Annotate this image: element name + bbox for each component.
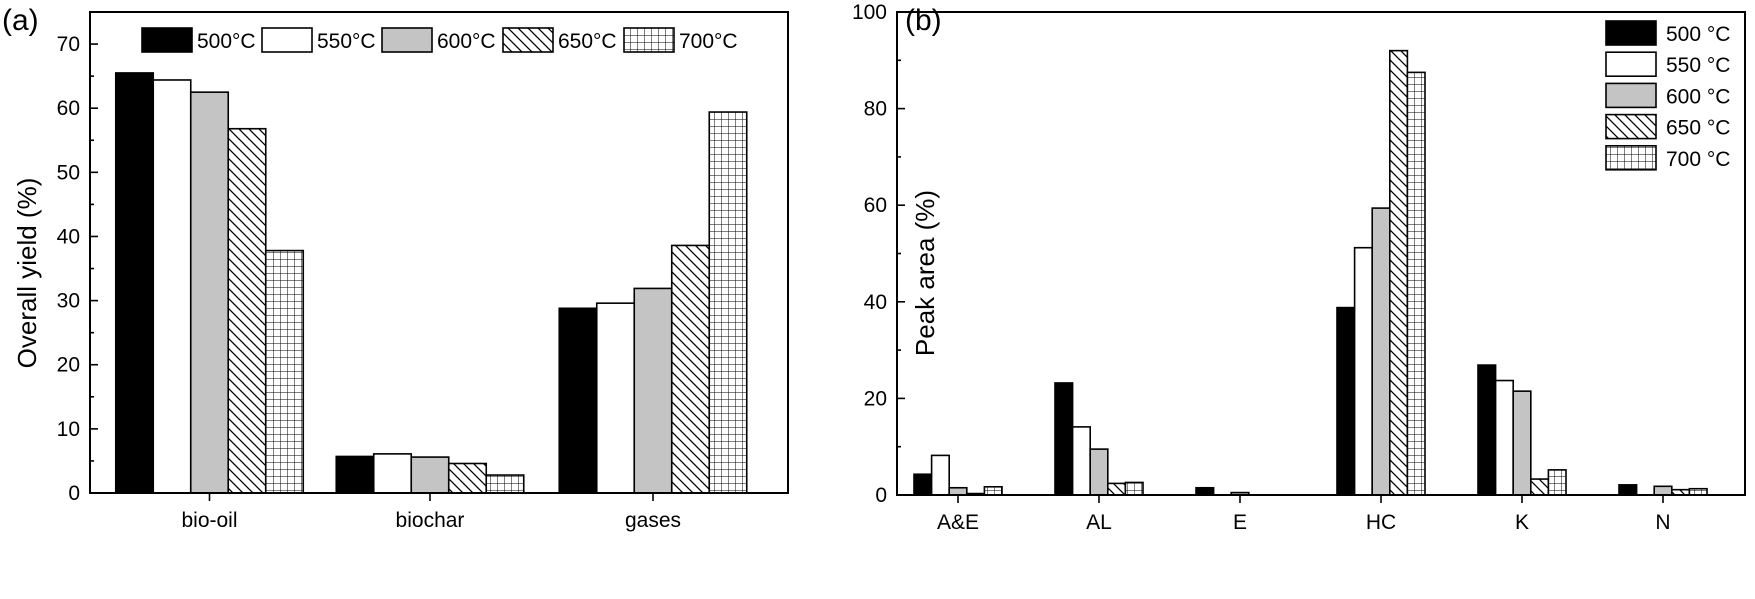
x-tick-label-e: E bbox=[1233, 511, 1247, 534]
panel-b-bars bbox=[913, 49, 1708, 496]
bar-b-hc-550-c bbox=[1353, 246, 1373, 496]
legend-swatch-700-c bbox=[623, 27, 675, 53]
bar-b-k-650-c bbox=[1530, 478, 1550, 496]
bar-b-hc-650-c bbox=[1389, 49, 1409, 496]
bar-a-bio-oil-700-c bbox=[264, 249, 305, 494]
bar-b-k-500-c bbox=[1477, 364, 1497, 496]
legend-swatch-550-c bbox=[1605, 51, 1657, 78]
x-tick-label-bio-oil: bio-oil bbox=[181, 509, 237, 532]
bar-b-al-700-c bbox=[1124, 481, 1144, 496]
bar-a-bio-oil-600-c bbox=[189, 91, 230, 494]
y-tick-label: 0 bbox=[68, 482, 80, 505]
panel-b-label: (b) bbox=[905, 4, 942, 37]
bar-a-biochar-550-c bbox=[372, 453, 413, 494]
panel-b-axes: 0 20 40 60 80 100 A&E AL E HC K N bbox=[852, 1, 1746, 534]
x-tick-label-gases: gases bbox=[625, 509, 681, 532]
y-tick-label: 10 bbox=[57, 418, 80, 441]
panel-a-bars bbox=[114, 72, 748, 494]
panel-a-label: (a) bbox=[2, 4, 39, 37]
bar-a-gases-600-c bbox=[633, 287, 673, 494]
x-tick-label-al: AL bbox=[1086, 511, 1112, 534]
legend-swatch-650-c bbox=[502, 27, 554, 53]
panel-a-chart: (a) Overall yield (%) 0 10 20 30 40 50 60 70 bio… bbox=[2, 4, 789, 532]
y-tick-label: 70 bbox=[57, 33, 80, 56]
y-tick-label: 0 bbox=[875, 484, 887, 507]
bar-b-al-500-c bbox=[1054, 382, 1074, 496]
y-tick-label: 40 bbox=[57, 225, 80, 248]
bar-a-gases-500-c bbox=[558, 307, 598, 494]
bar-b-a-e-550-c bbox=[930, 454, 950, 496]
x-tick-label-a-e: A&E bbox=[937, 511, 979, 534]
legend-label-500-c: 500 °C bbox=[1666, 23, 1730, 46]
bar-b-al-650-c bbox=[1107, 482, 1127, 496]
bar-a-biochar-600-c bbox=[410, 456, 450, 494]
bar-b-k-550-c bbox=[1494, 379, 1514, 496]
bar-b-hc-600-c bbox=[1371, 207, 1391, 496]
legend-swatch-500-c bbox=[1605, 20, 1657, 46]
bar-b-hc-700-c bbox=[1406, 71, 1426, 496]
y-tick-label: 20 bbox=[864, 387, 887, 410]
bar-a-gases-700-c bbox=[708, 111, 748, 494]
bar-a-bio-oil-500-c bbox=[114, 72, 155, 494]
legend-label-700-c: 700 °C bbox=[1666, 148, 1730, 171]
legend-label-650-c: 650 °C bbox=[1666, 117, 1730, 140]
bar-b-n-500-c bbox=[1618, 484, 1638, 496]
plot-frame bbox=[89, 11, 789, 494]
bar-b-e-500-c bbox=[1195, 486, 1215, 496]
bar-a-gases-550-c bbox=[595, 302, 636, 494]
y-tick-label: 60 bbox=[864, 194, 887, 217]
y-tick-label: 100 bbox=[852, 1, 887, 24]
bar-a-biochar-700-c bbox=[485, 474, 525, 494]
panel-b-legend: 500 °C 550 °C 600 °C 650 °C 700 °C bbox=[1605, 20, 1730, 171]
panel-b-chart: (b) Peak area (%) 0 20 40 60 80 100 A&E AL E HC K N… bbox=[852, 1, 1746, 534]
bar-a-bio-oil-650-c bbox=[227, 127, 267, 494]
panel-a-legend: 500°C 550°C 600°C 650°C 700°C bbox=[141, 27, 738, 53]
x-tick-label-n: N bbox=[1655, 511, 1670, 534]
legend-swatch-600-c bbox=[381, 27, 433, 53]
bar-b-hc-500-c bbox=[1336, 306, 1356, 496]
y-tick-label: 40 bbox=[864, 291, 887, 314]
bar-a-biochar-650-c bbox=[447, 462, 488, 494]
legend-swatch-650-c bbox=[1605, 113, 1657, 140]
y-tick-label: 80 bbox=[864, 98, 887, 121]
bar-b-k-600-c bbox=[1512, 390, 1532, 496]
bar-b-n-600-c bbox=[1653, 485, 1673, 496]
legend-label-550-c: 550 °C bbox=[1666, 54, 1730, 77]
legend-swatch-700-c bbox=[1605, 145, 1657, 171]
legend-swatch-500-c bbox=[141, 27, 193, 53]
panel-a-axes: 0 10 20 30 40 50 60 70 bio-oil biochar gases bbox=[57, 11, 789, 532]
y-tick-label: 20 bbox=[57, 354, 80, 377]
x-tick-label-biochar: biochar bbox=[396, 509, 465, 532]
panel-b-y-axis-title: Peak area (%) bbox=[910, 190, 940, 356]
bar-b-k-700-c bbox=[1547, 469, 1567, 496]
legend-swatch-550-c bbox=[261, 27, 313, 53]
bar-a-gases-650-c bbox=[670, 244, 711, 494]
legend-label-600-c: 600°C bbox=[437, 30, 496, 53]
bar-b-al-550-c bbox=[1071, 426, 1091, 496]
legend-label-550-c: 550°C bbox=[317, 30, 376, 53]
bar-b-a-e-500-c bbox=[913, 473, 933, 496]
bar-a-bio-oil-550-c bbox=[152, 79, 192, 494]
legend-label-600-c: 600 °C bbox=[1666, 85, 1730, 108]
panel-a-y-axis-title: Overall yield (%) bbox=[12, 178, 42, 369]
bar-b-a-e-700-c bbox=[983, 485, 1003, 496]
bar-b-a-e-600-c bbox=[948, 486, 968, 496]
legend-swatch-600-c bbox=[1605, 82, 1657, 109]
bar-b-al-600-c bbox=[1089, 448, 1109, 496]
y-tick-label: 60 bbox=[57, 97, 80, 120]
bar-a-biochar-500-c bbox=[335, 455, 375, 494]
legend-label-700-c: 700°C bbox=[679, 30, 738, 53]
x-tick-label-hc: HC bbox=[1366, 511, 1396, 534]
y-tick-label: 50 bbox=[57, 161, 80, 184]
legend-label-500-c: 500°C bbox=[197, 30, 256, 53]
x-tick-label-k: K bbox=[1515, 511, 1529, 534]
y-tick-label: 30 bbox=[57, 290, 80, 313]
legend-label-650-c: 650°C bbox=[558, 30, 617, 53]
